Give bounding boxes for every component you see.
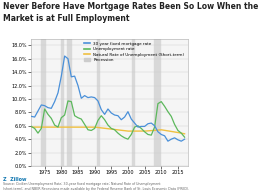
Bar [41,39,45,166]
Bar [132,39,134,166]
Bar [154,39,159,166]
Bar [97,39,99,166]
Text: Z  Zillow: Z Zillow [3,177,26,182]
Text: Source: Civilian Unemployment Rate; 30-year fixed mortgage rate; Natural Rate of: Source: Civilian Unemployment Rate; 30-y… [3,182,189,191]
Bar [61,39,63,166]
Text: Never Before Have Mortgage Rates Been So Low When the U.S. Labor: Never Before Have Mortgage Rates Been So… [3,2,261,11]
Bar [67,39,71,166]
Text: Market is at Full Employment: Market is at Full Employment [3,14,129,23]
Legend: 30 year fixed mortgage rate, Unemployment rate, Natural Rate of Unemployment (Sh: 30 year fixed mortgage rate, Unemploymen… [83,41,186,63]
